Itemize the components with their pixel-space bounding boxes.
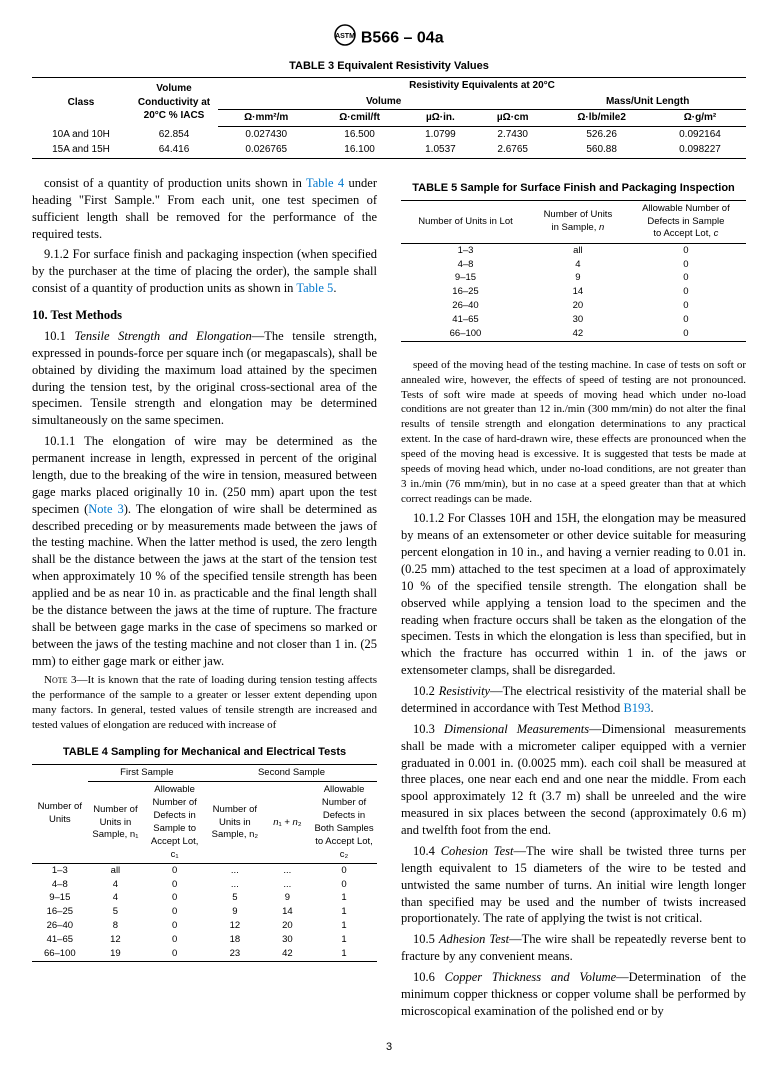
t4-h-units: Number of Units bbox=[32, 764, 88, 864]
table3-title: TABLE 3 Equivalent Resistivity Values bbox=[32, 59, 746, 74]
b193-ref: B193 bbox=[623, 701, 650, 715]
table4: Number of Units First Sample Second Samp… bbox=[32, 764, 377, 962]
para-9-1-2: 9.1.2 For surface finish and packaging i… bbox=[32, 246, 377, 297]
table4-title: TABLE 4 Sampling for Mechanical and Elec… bbox=[32, 745, 377, 760]
t4-grp2: Second Sample bbox=[206, 764, 377, 782]
table3-h2: µΩ·in. bbox=[405, 110, 476, 127]
t5-h3: Allowable Number ofDefects in Sampleto A… bbox=[626, 200, 746, 243]
para-10-2: 10.2 Resistivity—The electrical resistiv… bbox=[401, 683, 746, 717]
table3-h1: Ω·cmil/ft bbox=[314, 110, 404, 127]
table3-h4: Ω·lb/mile2 bbox=[549, 110, 654, 127]
table3-resist-header: Resistivity Equivalents at 20°C bbox=[218, 78, 746, 94]
para-10-1-1: 10.1.1 The elongation of wire may be det… bbox=[32, 433, 377, 669]
para-speed-cont: speed of the moving head of the testing … bbox=[401, 358, 746, 506]
table4-row: 66–10019023421 bbox=[32, 947, 377, 961]
table3-cond-header: Volume Conductivity at 20°C % IACS bbox=[130, 78, 218, 127]
right-column: TABLE 5 Sample for Surface Finish and Pa… bbox=[401, 175, 746, 1024]
svg-text:ASTM: ASTM bbox=[335, 33, 355, 40]
table3-row: 15A and 15H64.4160.02676516.1001.05372.6… bbox=[32, 142, 746, 158]
table5-ref: Table 5 bbox=[296, 281, 333, 295]
table5-row: 1–3all0 bbox=[401, 244, 746, 258]
para-10-1: 10.1 Tensile Strength and Elongation—The… bbox=[32, 328, 377, 429]
table5: Number of Units in Lot Number of Unitsin… bbox=[401, 200, 746, 342]
table5-row: 66–100420 bbox=[401, 327, 746, 341]
table4-row: 9–1540591 bbox=[32, 892, 377, 906]
page-number: 3 bbox=[32, 1040, 746, 1055]
section-10-head: 10. Test Methods bbox=[32, 307, 377, 324]
para-10-6: 10.6 Copper Thickness and Volume—Determi… bbox=[401, 969, 746, 1020]
left-column: consist of a quantity of production unit… bbox=[32, 175, 377, 1024]
para-10-4: 10.4 Cohesion Test—The wire shall be twi… bbox=[401, 843, 746, 927]
para-9-1-1-cont: consist of a quantity of production unit… bbox=[32, 175, 377, 243]
note3-ref: Note 3 bbox=[88, 502, 123, 516]
table4-row: 1–3all0......0 bbox=[32, 864, 377, 878]
para-10-5: 10.5 Adhesion Test—The wire shall be rep… bbox=[401, 931, 746, 965]
t4-h-c1: Allowable Number of Defects in Sample to… bbox=[143, 782, 206, 864]
t4-grp1: First Sample bbox=[88, 764, 206, 782]
t5-h1: Number of Units in Lot bbox=[401, 200, 530, 243]
note-3: Note 3—It is known that the rate of load… bbox=[32, 673, 377, 732]
t4-h-n1: Number of Units in Sample, n₁ bbox=[88, 782, 144, 864]
t4-h-sum: n₁ + n₂ bbox=[264, 782, 311, 864]
standard-number: B566 – 04a bbox=[361, 30, 444, 47]
t5-h2: Number of Unitsin Sample, n bbox=[530, 200, 626, 243]
table4-row: 26–408012201 bbox=[32, 920, 377, 934]
table5-row: 41–65300 bbox=[401, 313, 746, 327]
table3-row: 10A and 10H62.8540.02743016.5001.07992.7… bbox=[32, 126, 746, 142]
standard-header: ASTM B566 – 04a bbox=[32, 24, 746, 53]
table3-mass-header: Mass/Unit Length bbox=[549, 94, 746, 110]
para-10-3: 10.3 Dimensional Measurements—Dimensiona… bbox=[401, 721, 746, 839]
table3: Class Volume Conductivity at 20°C % IACS… bbox=[32, 77, 746, 159]
table3-h5: Ω·g/m² bbox=[654, 110, 746, 127]
table4-row: 16–25509141 bbox=[32, 906, 377, 920]
t4-h-n2: Number of Units in Sample, n₂ bbox=[206, 782, 264, 864]
table4-ref: Table 4 bbox=[306, 176, 344, 190]
table3-volume-header: Volume bbox=[218, 94, 549, 110]
t4-h-c2: Allowable Number of Defects in Both Samp… bbox=[311, 782, 377, 864]
para-10-1-2: 10.1.2 For Classes 10H and 15H, the elon… bbox=[401, 510, 746, 679]
table5-row: 4–840 bbox=[401, 258, 746, 272]
astm-logo: ASTM bbox=[334, 24, 356, 53]
table3-h3: µΩ·cm bbox=[476, 110, 549, 127]
table3-class-header: Class bbox=[32, 78, 130, 127]
table5-row: 9–1590 bbox=[401, 272, 746, 286]
table5-row: 16–25140 bbox=[401, 286, 746, 300]
table4-row: 41–6512018301 bbox=[32, 933, 377, 947]
table4-row: 4–840......0 bbox=[32, 878, 377, 892]
table5-title: TABLE 5 Sample for Surface Finish and Pa… bbox=[401, 181, 746, 196]
table5-row: 26–40200 bbox=[401, 299, 746, 313]
table3-h0: Ω·mm²/m bbox=[218, 110, 314, 127]
